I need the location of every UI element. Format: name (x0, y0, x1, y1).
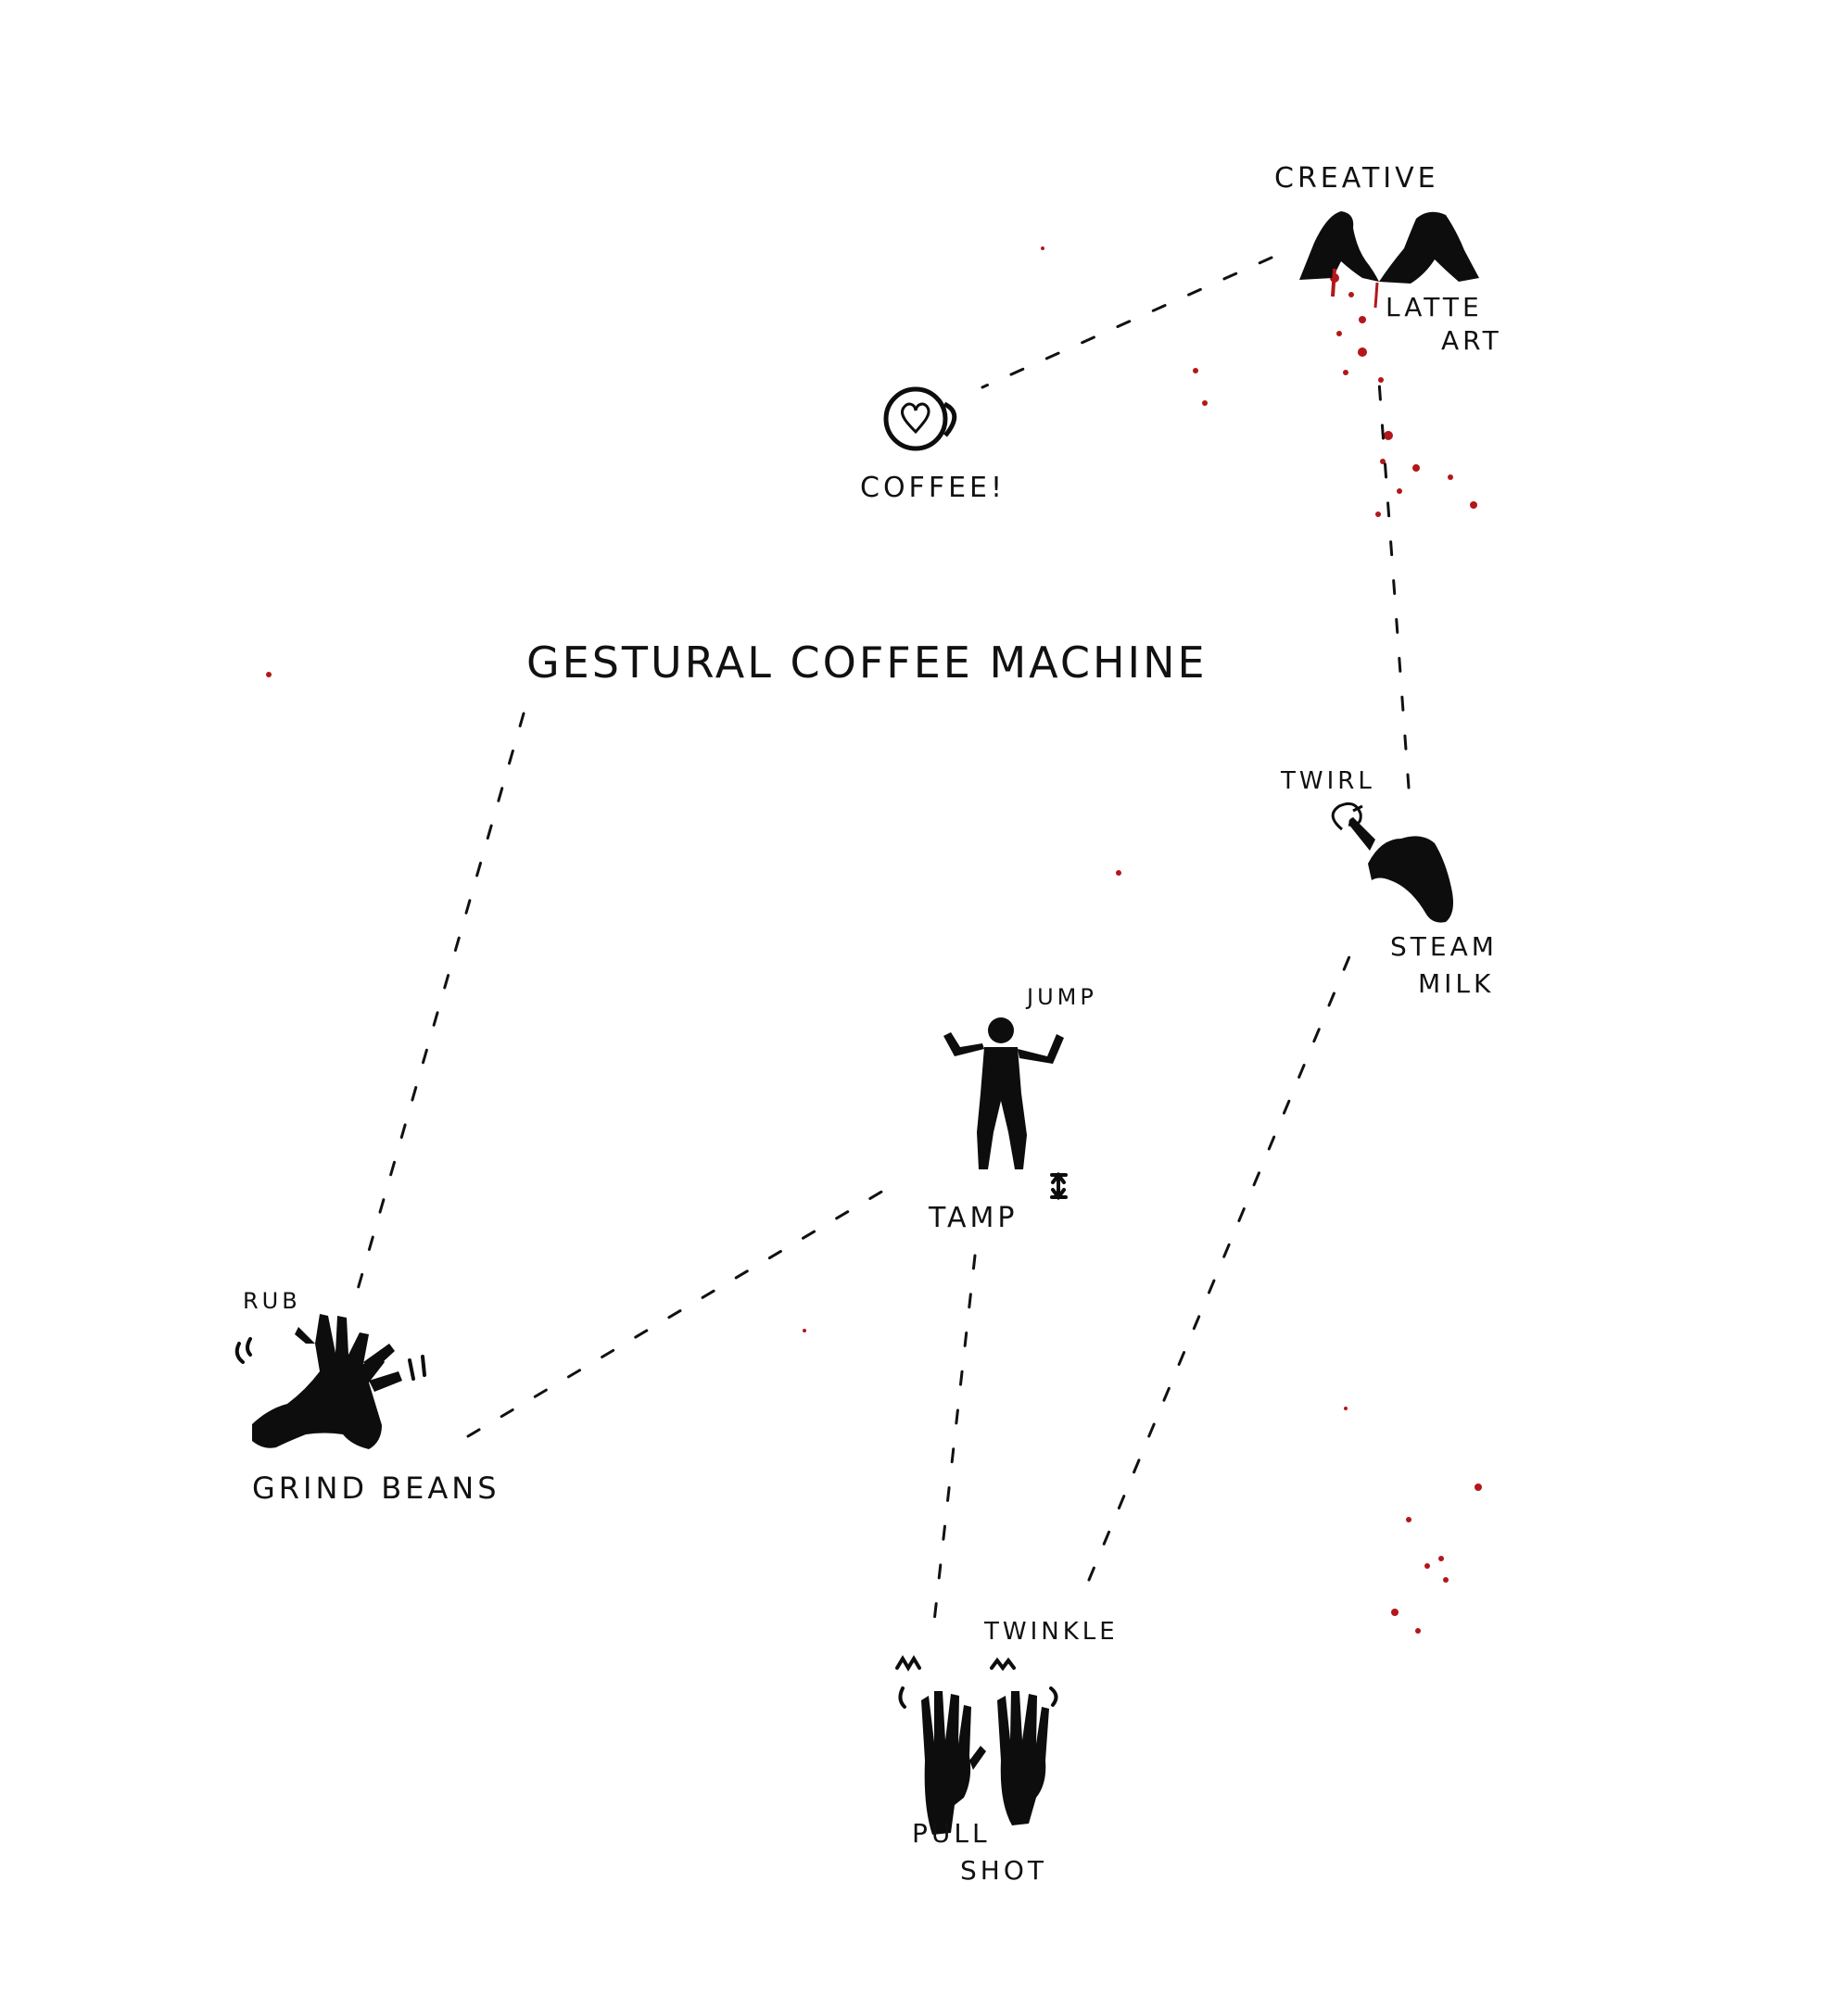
connector-grind-to-tamp (466, 1180, 901, 1438)
connector-steam-to-latte (1376, 367, 1411, 789)
step-label-grind-beans: GRIND BEANS (252, 1471, 500, 1506)
gesture-label-twinkle: TWINKLE (984, 1618, 1119, 1646)
step-label-art: ART (1441, 325, 1502, 356)
step-label-latte: LATTE (1386, 292, 1483, 322)
gesture-label-creative: CREATIVE (1274, 162, 1439, 195)
connector-tamp-to-pull (932, 1254, 977, 1623)
diagram-title: GESTURAL COFFEE MACHINE (526, 638, 1208, 688)
connector-pull-to-steam (1087, 941, 1357, 1582)
step-label-pull: PULL (912, 1818, 991, 1849)
rubbing-hands-icon (234, 1314, 426, 1449)
step-label-milk: MILK (1418, 968, 1495, 999)
step-label-steam: STEAM (1390, 931, 1498, 962)
twirling-finger-icon (1331, 802, 1453, 923)
connector-title-to-grind (355, 712, 525, 1294)
step-label-coffee: COFFEE! (860, 472, 1006, 504)
coffee-cup-heart-icon (883, 386, 957, 451)
step-label-tamp: TAMP (929, 1202, 1019, 1234)
gesture-label-rub: RUB (243, 1288, 301, 1314)
step-label-shot: SHOT (960, 1855, 1047, 1886)
gesture-label-jump: JUMP (1027, 984, 1097, 1010)
jumping-person-icon (943, 1017, 1068, 1201)
connector-latte-to-coffee (981, 256, 1273, 389)
connector-lines (355, 256, 1411, 1623)
heart-hands-icon (1299, 211, 1479, 309)
twinkling-fingers-icon (895, 1655, 1058, 1835)
red-ink-splatter (266, 246, 1482, 1634)
gesture-label-twirl: TWIRL (1281, 767, 1375, 795)
